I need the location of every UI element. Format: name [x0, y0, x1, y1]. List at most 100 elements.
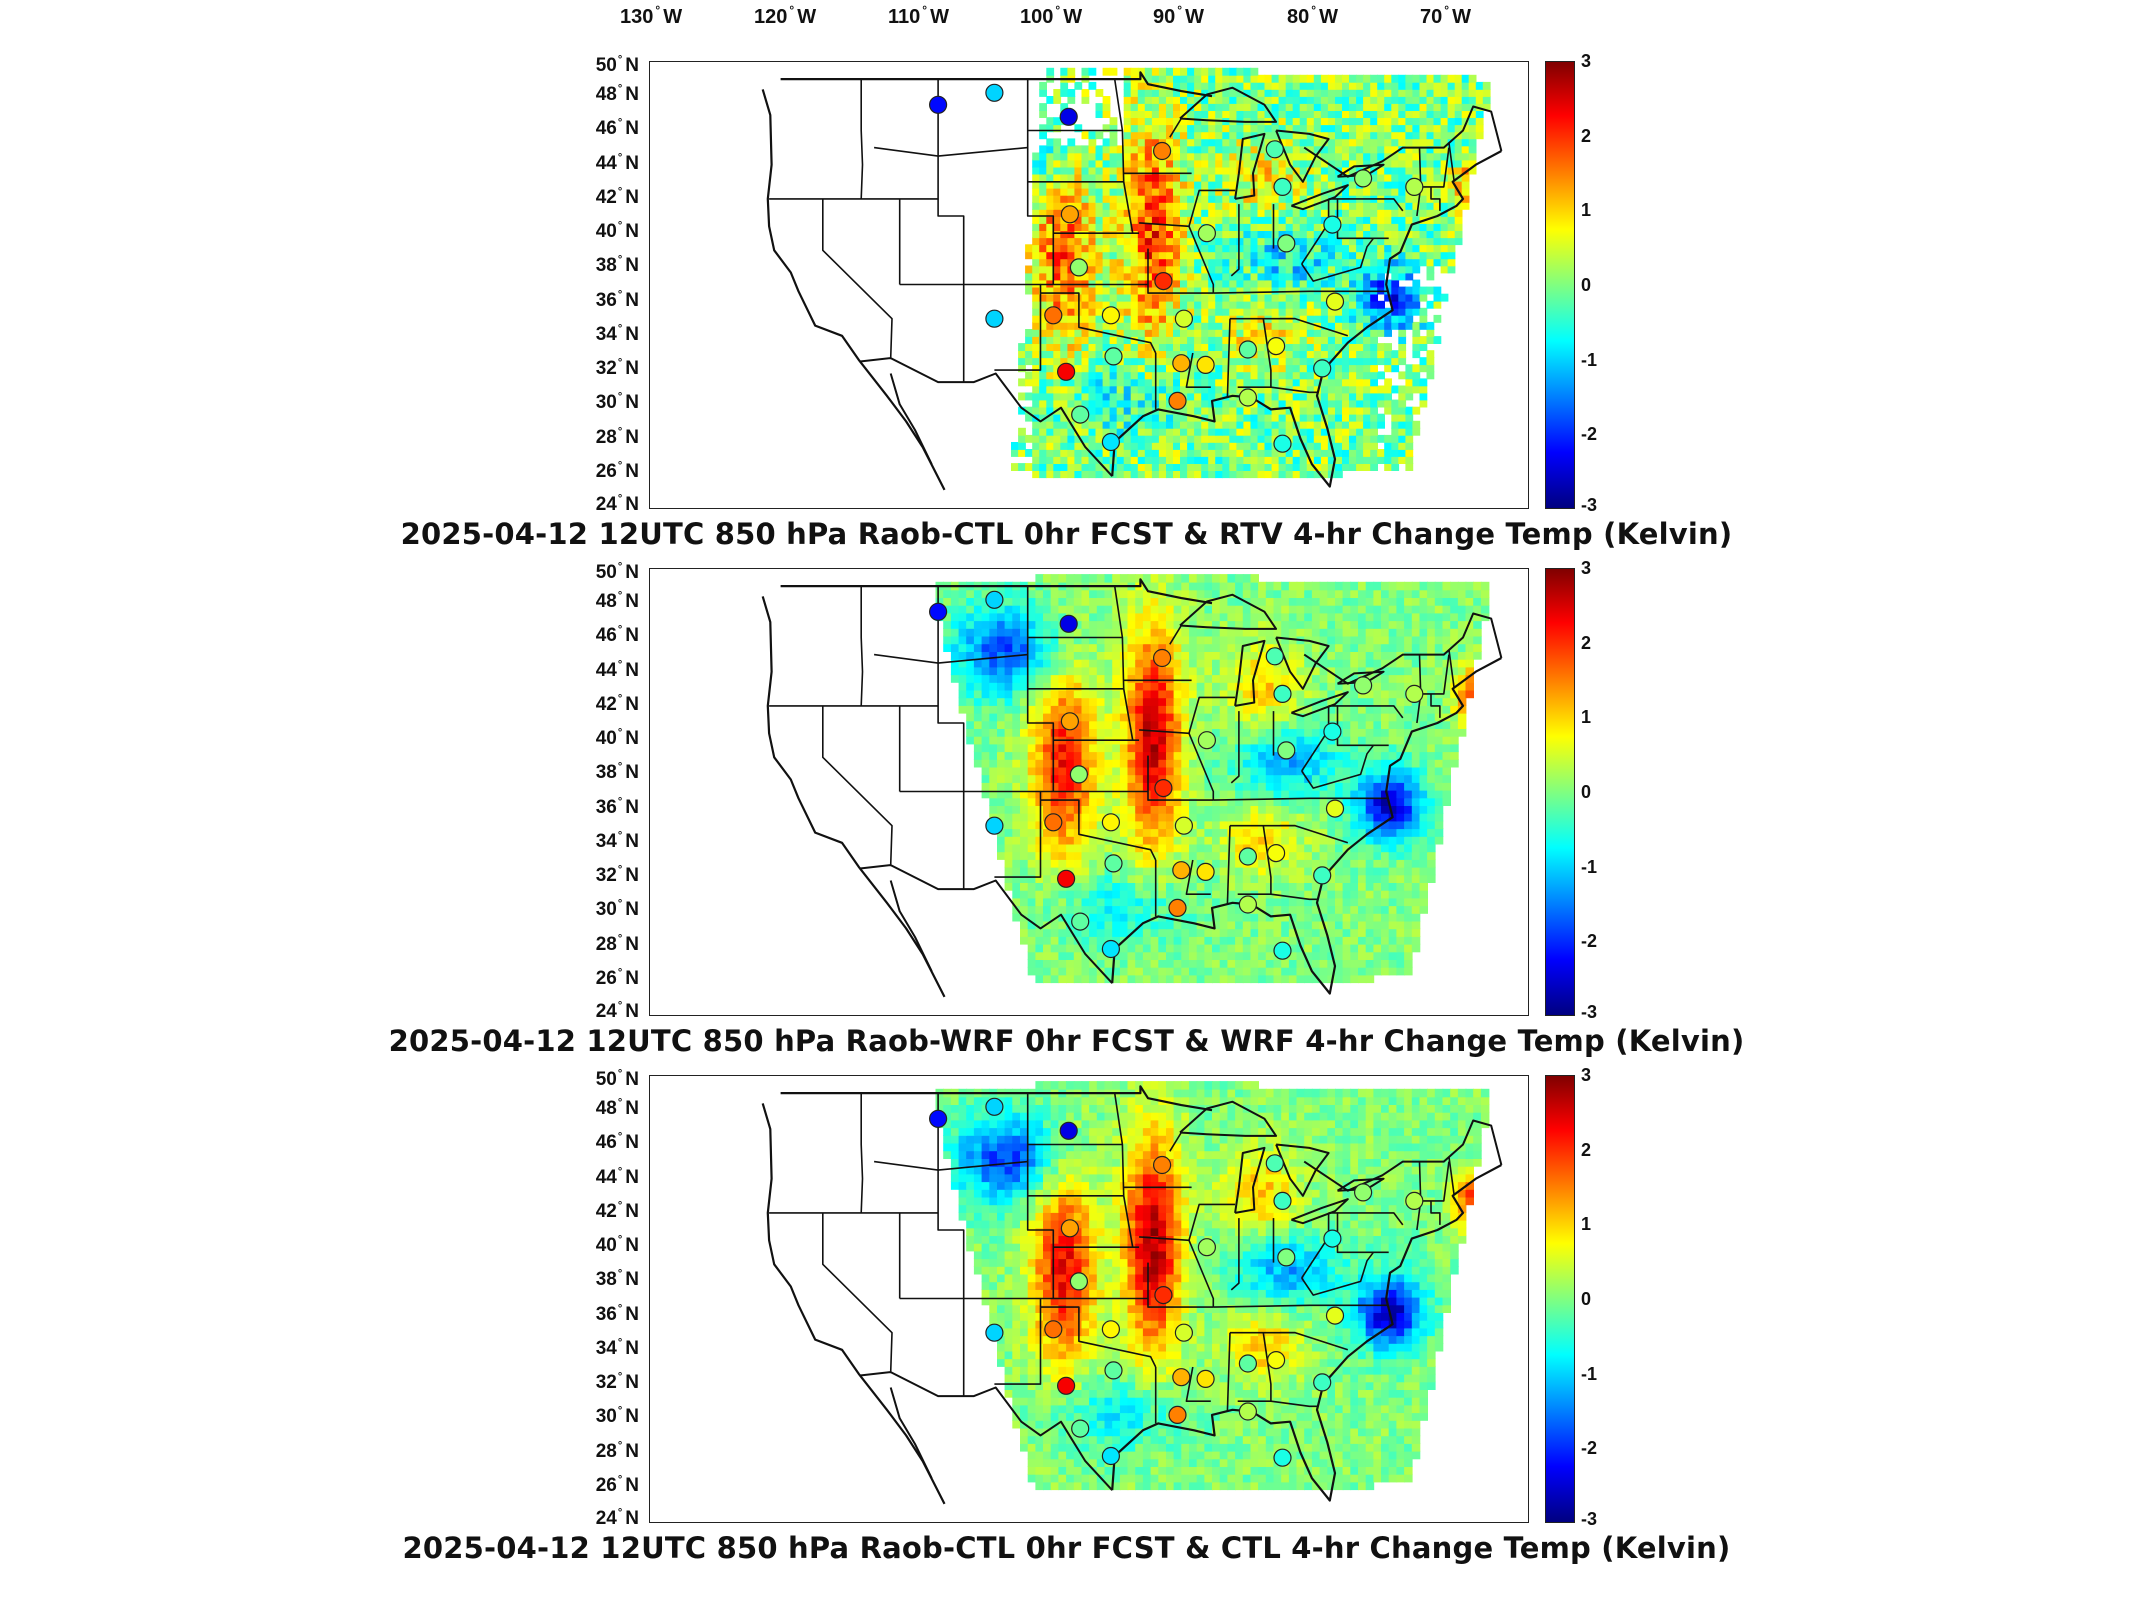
field-cell [1088, 244, 1097, 253]
field-cell [1398, 258, 1407, 267]
field-cell [1166, 230, 1174, 239]
field-cell [1137, 216, 1146, 224]
field-cell [1208, 343, 1216, 351]
degree-symbol: ° [617, 425, 623, 438]
field-cell [1299, 293, 1308, 302]
field-cell [1158, 392, 1167, 401]
field-cell [1405, 159, 1414, 168]
field-cell [1304, 851, 1313, 860]
field-cell [1242, 789, 1252, 799]
field-cell [1236, 237, 1245, 246]
field-cell [1405, 463, 1414, 471]
field-cell [1187, 145, 1195, 154]
field-cell [1089, 836, 1098, 845]
field-cell [1447, 131, 1456, 140]
field-cell [1187, 413, 1195, 422]
field-cell [1180, 434, 1188, 443]
field-cell [1089, 874, 1098, 883]
field-cell [1264, 463, 1273, 471]
field-cell [1250, 145, 1259, 154]
degree-symbol: ° [617, 322, 623, 335]
field-cell [1123, 286, 1132, 295]
field-cell [1250, 463, 1259, 471]
field-cell [1035, 851, 1044, 860]
field-cell [1123, 265, 1132, 274]
field-cell [1215, 173, 1223, 182]
field-cell [1053, 138, 1062, 147]
field-cell [1194, 124, 1202, 133]
field-cell [1365, 913, 1375, 922]
field-cell [1089, 851, 1098, 860]
field-cell [1278, 279, 1287, 288]
field-cell [1109, 343, 1118, 351]
field-cell [1012, 789, 1021, 799]
field-cell [1060, 272, 1069, 281]
field-cell [1434, 828, 1444, 837]
field-cell [1426, 96, 1435, 104]
field-cell [1039, 251, 1047, 260]
raob-station-marker [1101, 432, 1120, 452]
geography-outlines [761, 71, 1503, 491]
field-cell [1109, 413, 1118, 422]
field-cell [1089, 766, 1098, 776]
field-cell [1189, 966, 1198, 976]
field-cell [1242, 836, 1252, 845]
field-cell [1208, 138, 1216, 147]
field-cell [1381, 882, 1390, 891]
field-cell [1358, 959, 1367, 968]
field-cell [1032, 265, 1040, 274]
field-cell [1377, 117, 1385, 126]
field-cell [1050, 928, 1060, 937]
field-cell [1319, 936, 1329, 945]
field-cell [1258, 874, 1267, 883]
field-cell [1112, 843, 1121, 853]
field-cell [1461, 110, 1470, 118]
field-cell [1285, 272, 1294, 281]
field-cell [1427, 874, 1436, 883]
field-cell [1426, 321, 1435, 330]
field-cell [1212, 766, 1221, 776]
field-cell [1319, 928, 1329, 937]
field-cell [1342, 913, 1352, 922]
field-cell [1235, 866, 1244, 876]
field-cell [1278, 201, 1287, 210]
field-cell [1313, 399, 1322, 408]
field-cell [997, 812, 1006, 822]
field-cell [1144, 159, 1153, 168]
field-cell [1053, 392, 1062, 401]
field-cell [1032, 449, 1040, 457]
field-cell [1363, 343, 1371, 351]
raob-station-marker [985, 309, 1004, 328]
field-cell [1342, 237, 1350, 246]
field-cell [1208, 392, 1216, 401]
field-cell [1373, 789, 1382, 799]
field-cell [1081, 456, 1090, 464]
field-cell [1215, 434, 1223, 443]
field-cell [1089, 966, 1098, 976]
field-cell [1123, 456, 1132, 464]
field-cell [1405, 237, 1414, 246]
field-cell [1273, 828, 1282, 837]
field-cell [1135, 928, 1144, 937]
degree-symbol: ° [1311, 3, 1317, 17]
field-cell [1046, 463, 1055, 471]
field-cell [1335, 442, 1343, 450]
field-cell [1180, 201, 1188, 210]
field-cell [1039, 406, 1047, 415]
field-cell [1060, 81, 1069, 90]
field-cell [1412, 74, 1421, 83]
field-cell [1144, 357, 1153, 366]
field-cell [1173, 343, 1181, 351]
field-cell [1194, 152, 1202, 161]
field-cell [1181, 936, 1190, 945]
field-cell [1073, 866, 1083, 876]
field-cell [1419, 166, 1428, 175]
field-cell [1342, 258, 1350, 267]
field-cell [1461, 152, 1470, 161]
field-cell [1278, 173, 1287, 182]
field-cell [1208, 286, 1216, 295]
field-cell [1384, 258, 1392, 267]
field-cell [1173, 928, 1183, 937]
field-cell [1419, 110, 1428, 118]
field-cell [1370, 449, 1378, 457]
